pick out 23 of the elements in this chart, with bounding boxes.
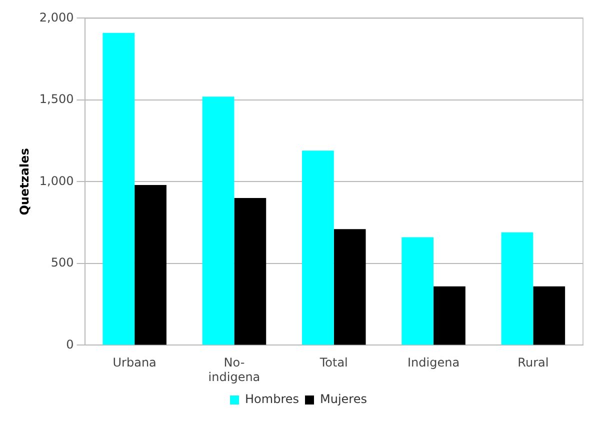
x-tick-label: No-indigena [208, 356, 260, 384]
bar [402, 237, 434, 345]
y-axis-title: Quetzales [17, 148, 32, 216]
bar [302, 150, 334, 345]
y-tick-label: 500 [50, 256, 74, 270]
bar [202, 96, 234, 345]
x-tick-label: Indigena [407, 356, 460, 370]
bar [434, 286, 466, 345]
bar [334, 229, 366, 345]
legend-label: Mujeres [320, 392, 367, 406]
legend-label: Hombres [245, 392, 300, 406]
x-tick-label: Rural [518, 356, 549, 370]
bar [533, 286, 566, 345]
y-tick-label: 0 [66, 337, 74, 352]
bar [234, 198, 266, 345]
bar [501, 232, 534, 345]
bar [102, 32, 135, 345]
y-tick-label: 2,000 [39, 10, 74, 24]
bar [134, 184, 166, 345]
y-tick-label: 1,000 [39, 174, 74, 188]
x-tick-label: Urbana [112, 356, 156, 370]
x-tick-label: Total [318, 356, 348, 370]
y-tick-label: 1,500 [39, 92, 74, 106]
